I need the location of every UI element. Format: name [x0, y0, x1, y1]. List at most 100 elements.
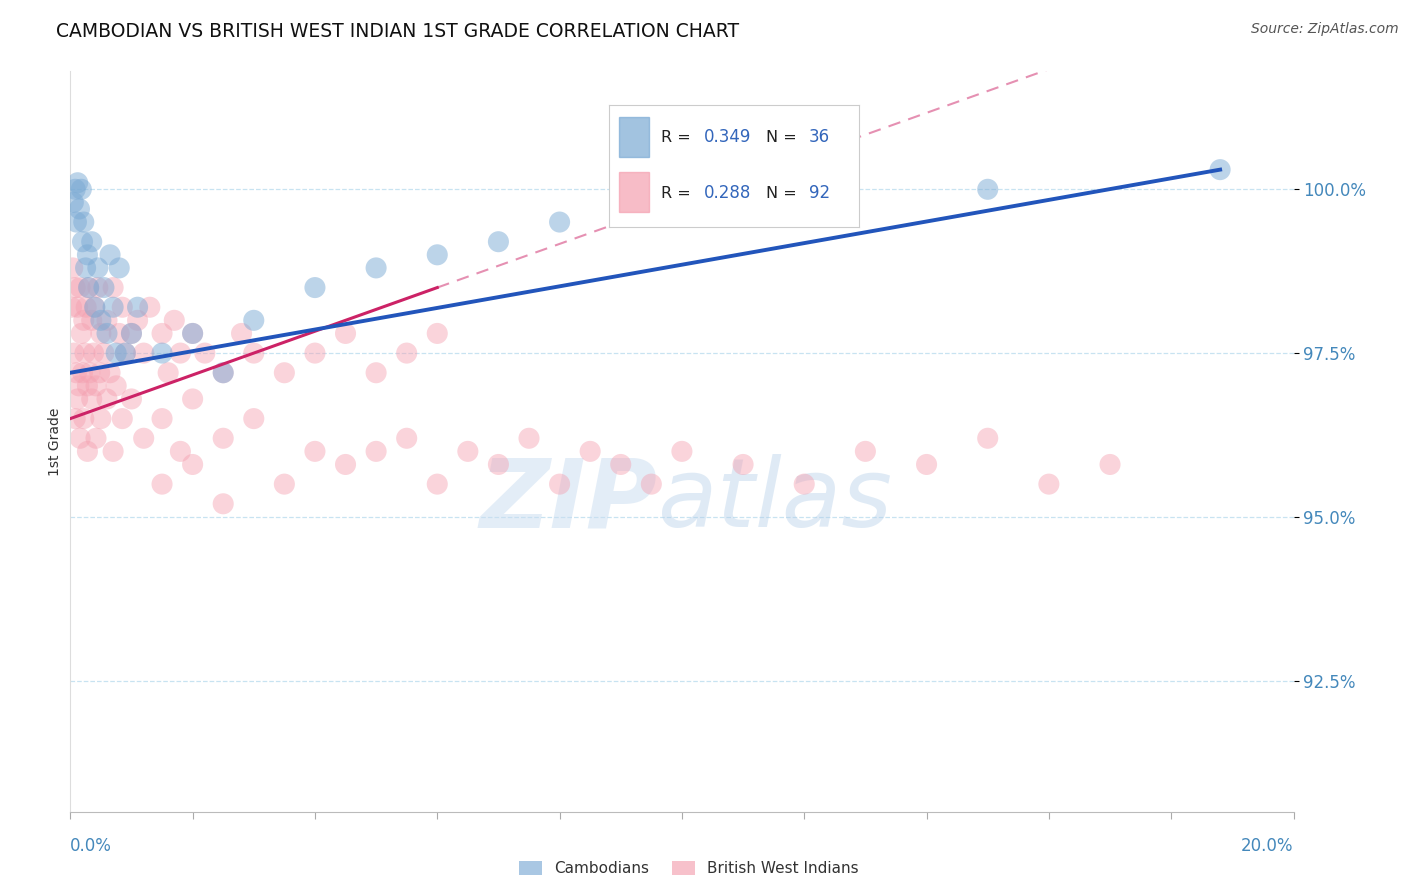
Point	[169, 444, 191, 458]
Point	[139, 300, 162, 314]
Point	[70, 182, 93, 196]
Point	[127, 313, 149, 327]
Point	[114, 346, 136, 360]
Point	[488, 458, 510, 472]
Legend: Cambodians, British West Indians: Cambodians, British West Indians	[513, 855, 865, 882]
Point	[69, 280, 91, 294]
Point	[426, 248, 449, 262]
Point	[1038, 477, 1060, 491]
Point	[83, 300, 105, 314]
Point	[66, 176, 89, 190]
Point	[63, 280, 86, 294]
Point	[89, 366, 111, 380]
Point	[111, 411, 134, 425]
Point	[304, 346, 326, 360]
Point	[212, 497, 235, 511]
Point	[231, 326, 253, 341]
Point	[114, 346, 136, 360]
Point	[83, 300, 105, 314]
Point	[105, 379, 128, 393]
Point	[395, 431, 418, 445]
Point	[121, 326, 143, 341]
Point	[60, 300, 83, 314]
Point	[101, 280, 124, 294]
Point	[915, 458, 938, 472]
Point	[395, 346, 418, 360]
Point	[72, 366, 94, 380]
Point	[87, 280, 110, 294]
Point	[67, 379, 90, 393]
Point	[304, 280, 326, 294]
Point	[671, 195, 693, 210]
Point	[426, 477, 449, 491]
Point	[63, 411, 86, 425]
Point	[976, 431, 998, 445]
Point	[111, 300, 134, 314]
Point	[517, 431, 540, 445]
Point	[181, 392, 204, 406]
Y-axis label: 1st Grade: 1st Grade	[48, 408, 62, 475]
Point	[79, 366, 101, 380]
Point	[793, 477, 815, 491]
Point	[76, 444, 98, 458]
Point	[335, 326, 357, 341]
Point	[65, 215, 87, 229]
Text: ZIP: ZIP	[479, 454, 658, 548]
Point	[66, 392, 89, 406]
Point	[121, 392, 143, 406]
Point	[84, 379, 107, 393]
Point	[69, 431, 91, 445]
Point	[243, 411, 266, 425]
Point	[243, 346, 266, 360]
Point	[62, 195, 84, 210]
Text: CAMBODIAN VS BRITISH WEST INDIAN 1ST GRADE CORRELATION CHART: CAMBODIAN VS BRITISH WEST INDIAN 1ST GRA…	[56, 22, 740, 41]
Point	[212, 366, 235, 380]
Point	[77, 280, 100, 294]
Point	[77, 280, 100, 294]
Point	[132, 431, 155, 445]
Point	[63, 182, 86, 196]
Point	[671, 444, 693, 458]
Point	[150, 477, 173, 491]
Point	[96, 392, 118, 406]
Point	[366, 444, 388, 458]
Point	[76, 379, 98, 393]
Point	[457, 444, 479, 458]
Point	[96, 313, 118, 327]
Point	[194, 346, 217, 360]
Point	[108, 326, 131, 341]
Point	[366, 366, 388, 380]
Point	[69, 202, 91, 216]
Point	[132, 346, 155, 360]
Point	[98, 248, 121, 262]
Point	[1099, 458, 1122, 472]
Point	[273, 477, 295, 491]
Point	[127, 300, 149, 314]
Text: atlas: atlas	[658, 454, 893, 548]
Point	[640, 477, 662, 491]
Point	[73, 411, 96, 425]
Point	[90, 326, 112, 341]
Point	[181, 326, 204, 341]
Point	[610, 458, 633, 472]
Point	[98, 366, 121, 380]
Point	[181, 458, 204, 472]
Point	[93, 280, 115, 294]
Point	[157, 366, 180, 380]
Point	[212, 431, 235, 445]
Point	[488, 235, 510, 249]
Point	[150, 411, 173, 425]
Point	[212, 366, 235, 380]
Point	[73, 346, 96, 360]
Point	[76, 248, 98, 262]
Point	[121, 326, 143, 341]
Point	[66, 300, 89, 314]
Point	[73, 215, 96, 229]
Point	[73, 313, 96, 327]
Point	[75, 300, 97, 314]
Point	[243, 313, 266, 327]
Point	[169, 346, 191, 360]
Point	[548, 215, 571, 229]
Point	[304, 444, 326, 458]
Text: Source: ZipAtlas.com: Source: ZipAtlas.com	[1251, 22, 1399, 37]
